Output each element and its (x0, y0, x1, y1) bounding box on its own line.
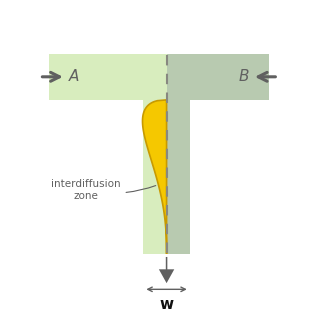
Text: A: A (69, 69, 79, 84)
FancyArrow shape (159, 257, 174, 283)
Polygon shape (49, 54, 166, 100)
Polygon shape (144, 100, 166, 254)
Text: interdiffusion
zone: interdiffusion zone (51, 179, 156, 201)
Polygon shape (143, 100, 166, 254)
Text: w: w (160, 297, 174, 312)
Text: B: B (238, 69, 249, 84)
Polygon shape (166, 54, 269, 100)
Polygon shape (166, 100, 190, 254)
